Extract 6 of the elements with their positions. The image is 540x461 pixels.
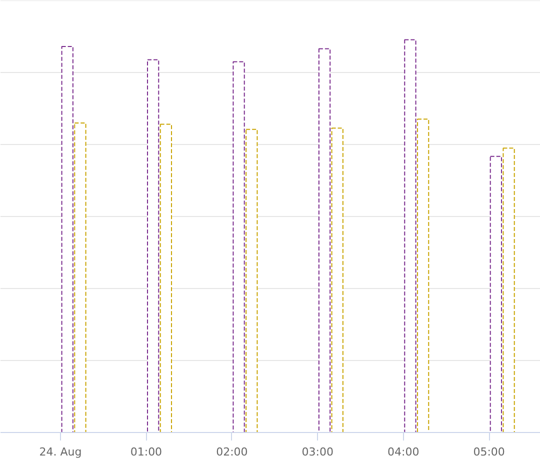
x-tick-label: 05:00: [473, 446, 505, 458]
x-tick-label: 24. Aug: [39, 446, 82, 458]
x-tick-label: 03:00: [302, 446, 334, 458]
x-tick-label: 04:00: [388, 446, 420, 458]
x-tick-label: 02:00: [216, 446, 248, 458]
x-tick-label: 01:00: [130, 446, 162, 458]
